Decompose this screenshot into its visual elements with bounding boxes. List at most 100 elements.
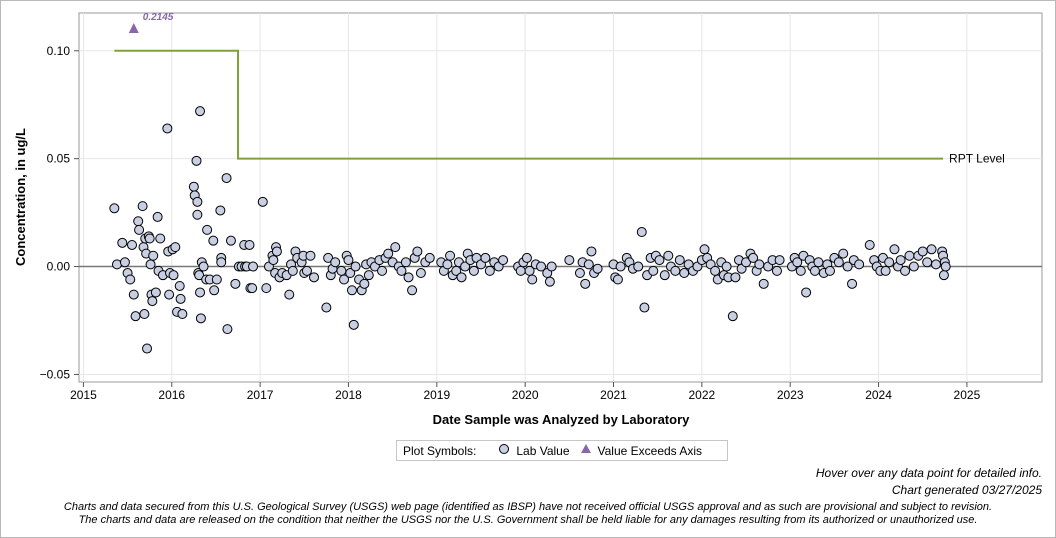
lab-value-point [148,250,159,261]
lab-value-point [884,257,895,268]
lab-value-point [336,265,347,276]
lab-value-point [900,265,911,276]
lab-value-point [348,319,359,330]
lab-value-point [730,272,741,283]
exceeds-axis-value-label: 0.2145 [143,12,174,23]
lab-value-point [813,257,824,268]
lab-value-point [880,265,891,276]
lab-value-point [125,274,136,285]
lab-value-point [321,302,332,313]
lab-value-point [192,196,203,207]
lab-value-point [904,250,915,261]
lab-value-point [127,239,138,250]
lab-value-point [271,246,282,257]
x-tick-label: 2024 [865,388,892,402]
rpt-level-path [114,49,944,160]
legend: Plot Symbols: Lab Value Value Exceeds Ax… [396,440,728,461]
lab-value-point [215,205,226,216]
lab-value-point [400,257,411,268]
lab-value-point [142,343,153,354]
lab-value-point [480,252,491,263]
lab-value-point [633,261,644,272]
lab-value-point [139,309,150,320]
y-axis-ticks: −0.05 0.00 0.05 0.10 [40,44,79,381]
lab-value-point [639,302,650,313]
lab-value-point [412,246,423,257]
lab-value-point [527,274,538,285]
lab-value-point [670,265,681,276]
lab-value-point [208,235,219,246]
x-axis-ticks: 2015 2016 2017 2018 2019 2020 2021 2022 2023 2024… [70,382,981,402]
lab-value-point [257,196,268,207]
lab-value-point [230,278,241,289]
lab-value-point [415,268,426,279]
lab-value-point [674,255,685,266]
lab-value-point [343,255,354,266]
lab-value-point [225,235,236,246]
lab-value-point [155,233,166,244]
lab-value-point [144,233,155,244]
lab-value-point [445,250,456,261]
lab-value-point [177,309,188,320]
lab-value-point [460,261,471,272]
lab-value-point [546,261,557,272]
lab-value-point [145,259,156,270]
lab-value-points [109,106,951,354]
circle-icon [498,443,510,458]
lab-value-point [615,261,626,272]
lab-value-point [930,259,941,270]
lab-value-point [222,324,233,335]
plot-area [78,12,1043,383]
y-tick-label: 0.10 [47,44,71,58]
lab-value-point [583,259,594,270]
lab-value-point [339,274,350,285]
lab-value-point [287,265,298,276]
lab-value-point [268,255,279,266]
x-tick-label: 2022 [689,388,716,402]
lab-value-point [350,261,361,272]
lab-value-point [758,278,769,289]
lab-value-point [648,265,659,276]
lab-value-point [195,287,206,298]
lab-value-point [209,285,220,296]
lab-value-point [284,289,295,300]
lab-value-point [309,272,320,283]
x-tick-label: 2015 [70,388,97,402]
y-tick-label: −0.05 [40,367,71,381]
lab-value-point [771,265,782,276]
lab-value-point [407,285,418,296]
lab-value-point [748,252,759,263]
lab-value-point [248,261,259,272]
lab-value-point [261,283,272,294]
rpt-level-label: RPT Level [949,152,1005,166]
lab-value-point [390,242,401,253]
lab-value-point [130,311,141,322]
lab-value-point [895,255,906,266]
lab-value-point [174,280,185,291]
lab-value-point [128,289,139,300]
lab-value-point [699,244,710,255]
lab-value-point [612,274,623,285]
lab-value-point [403,272,414,283]
lab-value-point [134,224,145,235]
lab-value-point [244,239,255,250]
lab-value-point [536,261,547,272]
lab-value-point [192,209,203,220]
lab-value-point [710,265,721,276]
x-tick-label: 2016 [158,388,185,402]
lab-value-point [330,257,341,268]
lab-value-point [801,287,812,298]
lab-value-point [147,296,158,307]
lab-value-point [168,270,179,281]
x-axis-title: Date Sample was Analyzed by Laboratory [433,412,690,427]
lab-value-point [396,265,407,276]
lab-value-point [198,261,209,272]
lab-value-point [727,311,738,322]
lab-value-point [586,246,597,257]
lab-value-point [175,293,186,304]
lab-value-point [345,268,356,279]
lab-value-point [833,257,844,268]
lab-value-point [940,261,951,272]
lab-value-point [221,173,232,184]
lab-value-point [659,270,670,281]
